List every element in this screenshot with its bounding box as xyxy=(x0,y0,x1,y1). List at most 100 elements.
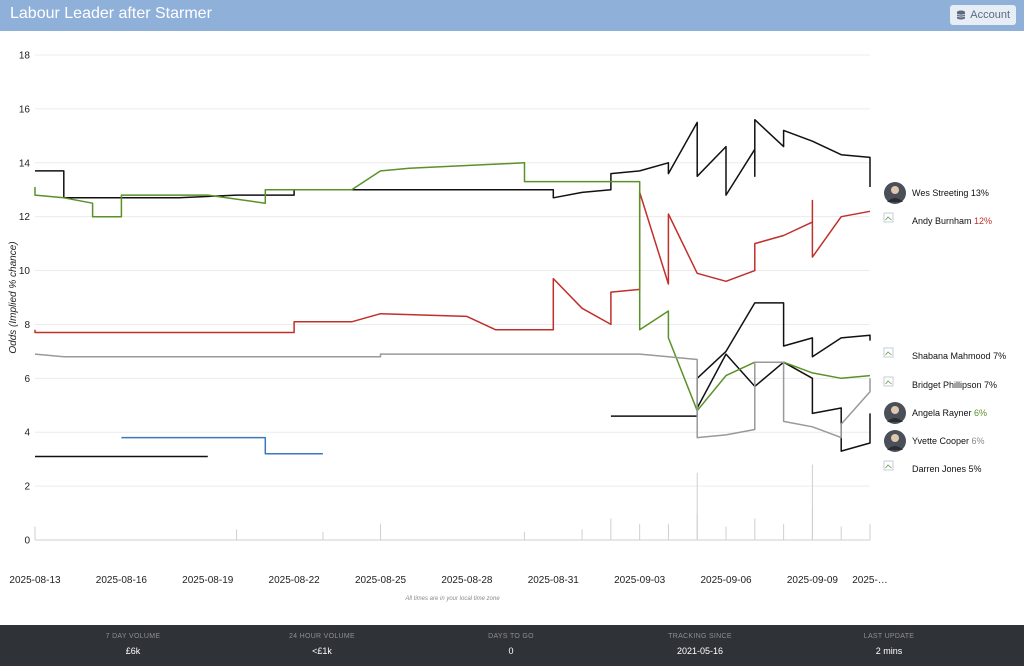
legend-item: Bridget Phillipson 7% xyxy=(883,376,997,390)
series-line xyxy=(696,353,871,452)
x-tick-label: 2025-08-28 xyxy=(441,575,493,586)
x-tick-label: 2025-08-22 xyxy=(269,575,321,586)
x-tick-label: 2025-09-09 xyxy=(787,575,839,586)
legend-value: 6% xyxy=(974,408,987,418)
stat-value: 2021-05-16 xyxy=(676,646,724,656)
legend-name: Wes Streeting 13% xyxy=(912,188,989,198)
legend-name: Andy Burnham 12% xyxy=(912,216,992,226)
stats-footer: 7 DAY VOLUME £6k 24 HOUR VOLUME <£1k DAY… xyxy=(0,625,1024,666)
legend-name: Yvette Cooper 6% xyxy=(912,436,985,446)
legend-candidate: Shabana Mahmood xyxy=(912,351,993,361)
x-tick-label: 2025-… xyxy=(852,575,888,586)
y-tick-label: 2 xyxy=(24,482,30,493)
series-line xyxy=(610,302,871,417)
page-title: Labour Leader after Starmer xyxy=(10,5,212,22)
legend-value: 5% xyxy=(969,464,982,474)
stat-label: 24 HOUR VOLUME xyxy=(288,633,356,640)
legend-item: Wes Streeting 13% xyxy=(884,182,989,204)
avatar-body xyxy=(887,198,903,202)
y-tick-label: 12 xyxy=(19,212,31,223)
account-label: Account xyxy=(970,9,1010,21)
x-tick-label: 2025-08-25 xyxy=(355,575,407,586)
broken-image-glyph xyxy=(885,216,892,221)
stat-label: LAST UPDATE xyxy=(863,633,915,640)
legend-value: 6% xyxy=(972,436,985,446)
database-icon xyxy=(957,10,966,20)
avatar-head xyxy=(891,186,899,194)
broken-image-icon xyxy=(883,376,894,387)
y-axis-title: Odds (Implied % chance) xyxy=(8,241,19,353)
stat-label: 7 DAY VOLUME xyxy=(105,633,161,640)
series-lines xyxy=(34,118,871,458)
series-line xyxy=(121,436,323,455)
legend-name: Angela Rayner 6% xyxy=(912,408,987,418)
stat-24h-volume: 24 HOUR VOLUME <£1k xyxy=(242,633,402,656)
stat-7day-volume: 7 DAY VOLUME £6k xyxy=(53,633,213,656)
broken-image-glyph xyxy=(885,464,892,469)
legend-item: Andy Burnham 12% xyxy=(883,212,992,226)
volume-bars xyxy=(34,464,871,540)
stat-last-update: LAST UPDATE 2 mins xyxy=(809,633,969,656)
legend-item: Shabana Mahmood 7% xyxy=(883,347,1006,361)
stat-label: TRACKING SINCE xyxy=(668,633,732,640)
y-tick-label: 0 xyxy=(24,536,30,547)
avatar-head xyxy=(891,406,899,414)
avatar-photo xyxy=(884,430,906,452)
legend-value: 7% xyxy=(984,380,997,390)
avatar-head xyxy=(891,434,899,442)
legend-value: 13% xyxy=(971,188,989,198)
legend-candidate: Angela Rayner xyxy=(912,408,974,418)
timezone-note: All times are in your local time zone xyxy=(404,596,500,602)
legend-value: 7% xyxy=(993,351,1006,361)
avatar-body xyxy=(887,446,903,450)
y-tick-label: 6 xyxy=(24,374,30,385)
stat-tracking-since: TRACKING SINCE 2021-05-16 xyxy=(620,633,780,656)
broken-image-glyph xyxy=(885,380,892,385)
account-button[interactable]: Account xyxy=(950,5,1016,25)
x-tick-label: 2025-08-31 xyxy=(528,575,580,586)
y-tick-label: 8 xyxy=(24,320,30,331)
legend-candidate: Darren Jones xyxy=(912,464,969,474)
legend-candidate: Yvette Cooper xyxy=(912,436,972,446)
x-tick-label: 2025-09-03 xyxy=(614,575,666,586)
legend-item: Darren Jones 5% xyxy=(883,460,982,474)
legend-name: Shabana Mahmood 7% xyxy=(912,351,1006,361)
stat-value: <£1k xyxy=(312,646,332,656)
legend-name: Darren Jones 5% xyxy=(912,464,982,474)
x-tick-label: 2025-08-19 xyxy=(182,575,234,586)
legend-candidate: Wes Streeting xyxy=(912,188,971,198)
legend-name: Bridget Phillipson 7% xyxy=(912,380,997,390)
y-tick-label: 16 xyxy=(19,104,31,115)
avatar-photo xyxy=(884,182,906,204)
x-tick-label: 2025-09-06 xyxy=(700,575,752,586)
legend-value: 12% xyxy=(974,216,992,226)
avatar-body xyxy=(887,418,903,422)
stat-value: 0 xyxy=(508,646,514,656)
legend-candidate: Andy Burnham xyxy=(912,216,974,226)
legend-candidate: Bridget Phillipson xyxy=(912,380,984,390)
series-line xyxy=(34,162,871,412)
broken-image-icon xyxy=(883,347,894,358)
y-axis: 0 2 4 6 8 10 12 14 16 18 xyxy=(19,51,31,547)
grid-lines xyxy=(35,54,870,541)
broken-image-icon xyxy=(883,460,894,471)
legend-item: Angela Rayner 6% xyxy=(884,402,987,424)
x-axis: 2025-08-13 2025-08-16 2025-08-19 2025-08-22… xyxy=(9,575,887,586)
stat-value: £6k xyxy=(125,646,141,656)
y-tick-label: 18 xyxy=(19,51,31,62)
broken-image-glyph xyxy=(885,351,892,356)
series-line xyxy=(34,191,871,334)
top-bar: Labour Leader after Starmer Account xyxy=(0,0,1024,31)
x-tick-label: 2025-08-16 xyxy=(96,575,148,586)
stat-value: 2 mins xyxy=(875,646,903,656)
broken-image-icon xyxy=(883,212,894,223)
stat-label: DAYS TO GO xyxy=(488,633,534,640)
legend: Wes Streeting 13% Andy Burnham 12% Shabana… xyxy=(883,182,1006,474)
series-line xyxy=(34,353,871,439)
y-tick-label: 10 xyxy=(19,266,31,277)
y-tick-label: 14 xyxy=(19,158,31,169)
avatar-photo xyxy=(884,402,906,424)
y-tick-label: 4 xyxy=(24,428,30,439)
stat-days-to-go: DAYS TO GO 0 xyxy=(431,633,591,656)
